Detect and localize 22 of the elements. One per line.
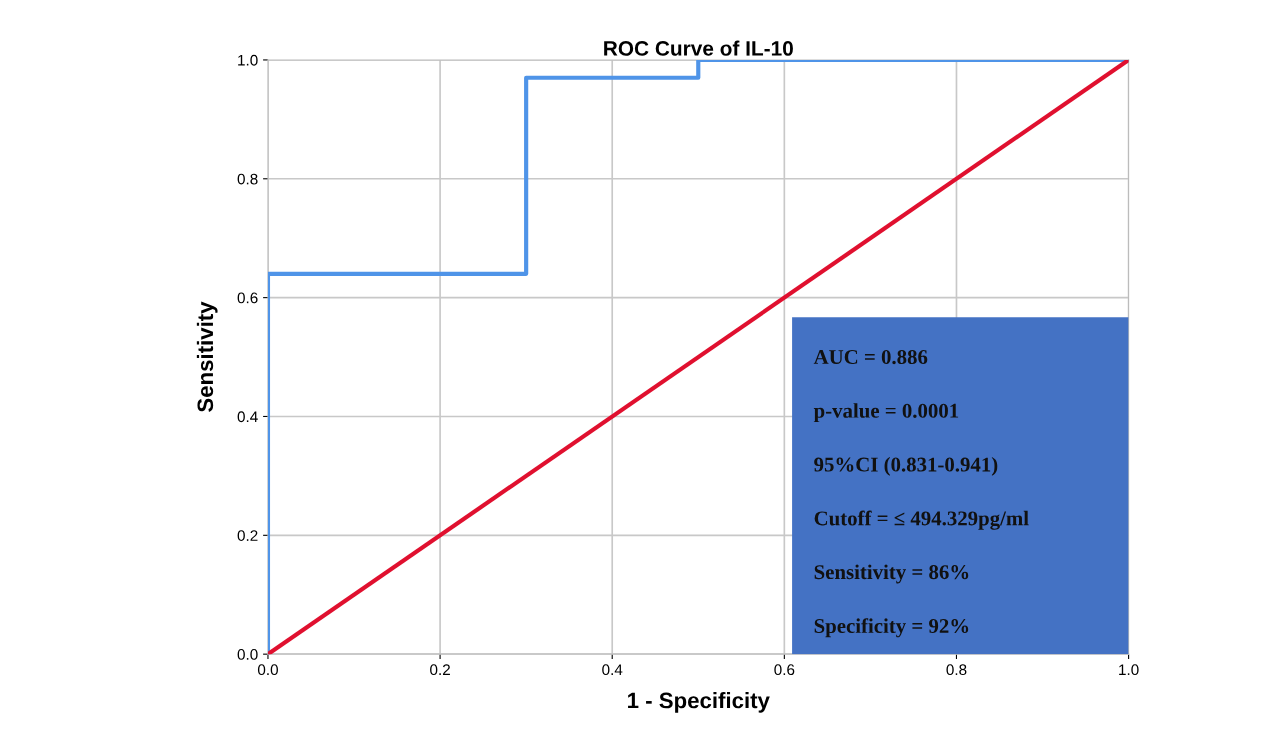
chart-title: ROC Curve of IL-10 — [604, 40, 793, 56]
x-tick-label: 0.2 — [430, 664, 450, 676]
x-tick-label: 0.6 — [774, 664, 795, 676]
annotation: Sensitivity = 86% — [814, 564, 969, 584]
y-tick-label: 1.0 — [238, 54, 258, 66]
y-tick-label: 0.8 — [237, 173, 258, 185]
x-tick-label: 0.4 — [602, 664, 623, 676]
y-tick-label: 0.2 — [237, 530, 258, 541]
y-axis-title: Sensitivity — [196, 301, 218, 412]
line-series — [267, 59, 1129, 655]
y-tick-label: 0.4 — [237, 411, 258, 423]
annotation: Specificity = 92% — [814, 618, 969, 638]
y-tick-label: 0.0 — [237, 649, 258, 660]
x-tick-label: 1.0 — [1119, 664, 1139, 676]
annotation: 95%CI (0.831-0.941) — [814, 456, 998, 476]
annotation: Cutoff = ≤ 494.329pg/ml — [814, 510, 1029, 530]
annotation: p-value = 0.0001 — [813, 403, 959, 423]
x-axis-title: 1 - Specificity — [628, 692, 770, 713]
x-tick-label: 0.0 — [257, 664, 278, 676]
x-tick-label: 0.8 — [946, 664, 967, 676]
y-tick-label: 0.6 — [237, 292, 258, 304]
annotation: AUC = 0.886 — [813, 349, 928, 365]
